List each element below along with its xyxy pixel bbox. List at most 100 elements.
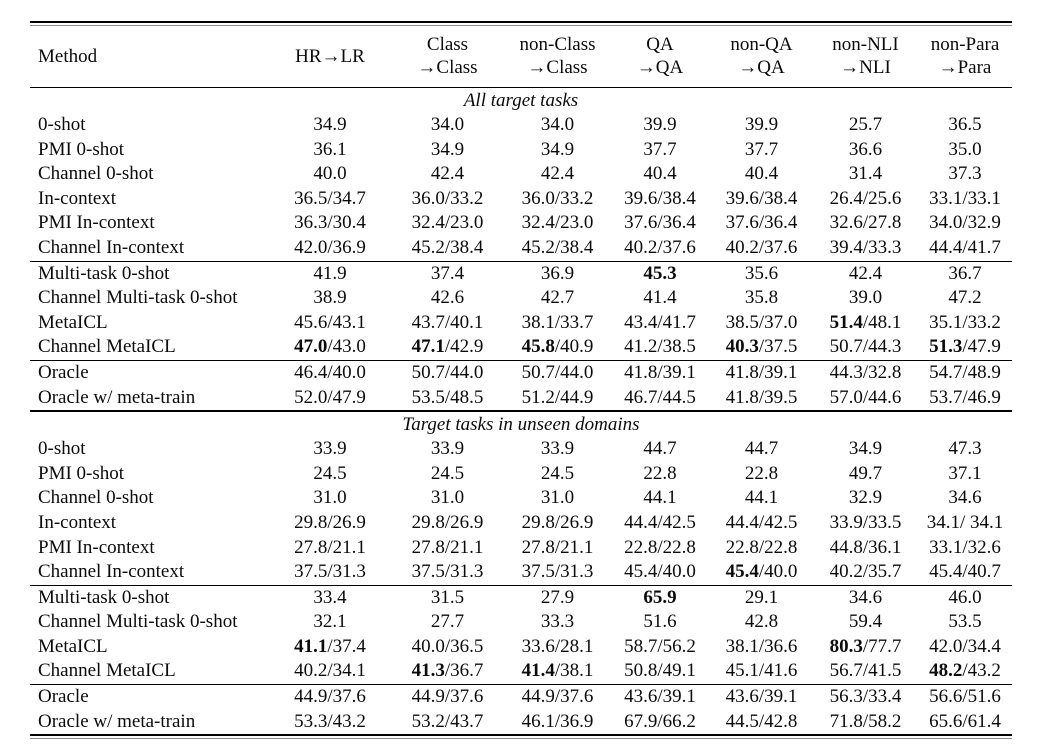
value-cell: 67.9/66.2 <box>610 710 710 735</box>
value-cell: 37.3 <box>918 162 1012 187</box>
section-title: All target tasks <box>30 88 1012 113</box>
method-cell: 0-shot <box>30 437 270 462</box>
value-cell: 33.9 <box>270 437 390 462</box>
value-cell: 34.0/32.9 <box>918 211 1012 236</box>
method-cell: Channel In-context <box>30 236 270 261</box>
value-cell: 42.4 <box>813 262 918 287</box>
value-cell: 45.8/40.9 <box>505 335 610 360</box>
value-cell: 42.0/34.4 <box>918 635 1012 660</box>
method-cell: Channel MetaICL <box>30 659 270 684</box>
value-cell: 50.7/44.0 <box>390 361 505 386</box>
value-cell: 44.9/37.6 <box>390 685 505 710</box>
value-cell: 45.3 <box>610 262 710 287</box>
value-cell: 42.6 <box>390 286 505 311</box>
row-group: Multi-task 0-shot33.431.527.965.929.134.… <box>30 586 1012 684</box>
value-cell: 46.1/36.9 <box>505 710 610 735</box>
method-cell: MetaICL <box>30 311 270 336</box>
value-cell: 41.9 <box>270 262 390 287</box>
value-cell: 44.9/37.6 <box>505 685 610 710</box>
best-value: 41.3 <box>412 660 445 681</box>
paper-page: MethodHR→LRClass →Classnon-Class →ClassQ… <box>0 0 1042 752</box>
value-cell: 38.1/33.7 <box>505 311 610 336</box>
value-cell: 56.3/33.4 <box>813 685 918 710</box>
value-cell: 35.8 <box>710 286 813 311</box>
value-cell: 41.4/38.1 <box>505 659 610 684</box>
value-cell: 44.4/42.5 <box>610 511 710 536</box>
best-value: 65.9 <box>643 587 676 608</box>
value-cell: 38.9 <box>270 286 390 311</box>
section-title: Target tasks in unseen domains <box>30 412 1012 437</box>
table-bottom-rule <box>30 734 1012 739</box>
table-row: In-context29.8/26.929.8/26.929.8/26.944.… <box>30 511 1012 536</box>
best-value: 51.4 <box>830 312 863 333</box>
value-cell: 40.4 <box>710 162 813 187</box>
value-cell: 27.8/21.1 <box>505 536 610 561</box>
method-cell: Oracle w/ meta-train <box>30 710 270 735</box>
row-group: Multi-task 0-shot41.937.436.945.335.642.… <box>30 262 1012 360</box>
table-row: Channel In-context37.5/31.337.5/31.337.5… <box>30 560 1012 585</box>
best-value: 41.1 <box>294 636 327 657</box>
value-cell: 46.4/40.0 <box>270 361 390 386</box>
table-row: PMI 0-shot24.524.524.522.822.849.737.1 <box>30 462 1012 487</box>
value-cell: 32.4/23.0 <box>505 211 610 236</box>
value-cell: 65.6/61.4 <box>918 710 1012 735</box>
value-cell: 56.7/41.5 <box>813 659 918 684</box>
value-cell: 39.9 <box>710 113 813 138</box>
value-cell: 36.5/34.7 <box>270 187 390 212</box>
value-cell: 44.7 <box>710 437 813 462</box>
value-cell: 41.2/38.5 <box>610 335 710 360</box>
method-cell: Channel MetaICL <box>30 335 270 360</box>
value-cell: 27.8/21.1 <box>270 536 390 561</box>
method-cell: Multi-task 0-shot <box>30 586 270 611</box>
table-row: PMI In-context27.8/21.127.8/21.127.8/21.… <box>30 536 1012 561</box>
value-cell: 49.7 <box>813 462 918 487</box>
value-cell: 42.4 <box>390 162 505 187</box>
value-cell: 41.8/39.5 <box>710 386 813 411</box>
value-cell: 33.9 <box>390 437 505 462</box>
value-cell: 32.4/23.0 <box>390 211 505 236</box>
value-cell: 44.4/41.7 <box>918 236 1012 261</box>
value-cell: 32.1 <box>270 610 390 635</box>
value-cell: 39.9 <box>610 113 710 138</box>
value-cell: 41.1/37.4 <box>270 635 390 660</box>
row-group: 0-shot33.933.933.944.744.734.947.3PMI 0-… <box>30 437 1012 585</box>
value-cell: 51.6 <box>610 610 710 635</box>
value-cell: 27.7 <box>390 610 505 635</box>
value-cell: 51.3/47.9 <box>918 335 1012 360</box>
method-cell: Channel Multi-task 0-shot <box>30 286 270 311</box>
table-row: Channel In-context42.0/36.945.2/38.445.2… <box>30 236 1012 261</box>
value-cell: 40.3/37.5 <box>710 335 813 360</box>
value-cell: 39.4/33.3 <box>813 236 918 261</box>
value-cell: 31.4 <box>813 162 918 187</box>
method-cell: Channel In-context <box>30 560 270 585</box>
value-cell: 44.1 <box>710 486 813 511</box>
row-group: Oracle44.9/37.644.9/37.644.9/37.643.6/39… <box>30 685 1012 734</box>
method-cell: MetaICL <box>30 635 270 660</box>
value-cell: 46.0 <box>918 586 1012 611</box>
table-row: Multi-task 0-shot41.937.436.945.335.642.… <box>30 262 1012 287</box>
value-cell: 56.6/51.6 <box>918 685 1012 710</box>
value-cell: 33.9 <box>505 437 610 462</box>
value-cell: 26.4/25.6 <box>813 187 918 212</box>
table-row: Channel Multi-task 0-shot32.127.733.351.… <box>30 610 1012 635</box>
value-cell: 48.2/43.2 <box>918 659 1012 684</box>
value-cell: 44.3/32.8 <box>813 361 918 386</box>
column-header: HR→LR <box>270 45 390 68</box>
row-group: Oracle46.4/40.050.7/44.050.7/44.041.8/39… <box>30 361 1012 410</box>
value-cell: 40.2/34.1 <box>270 659 390 684</box>
value-cell: 58.7/56.2 <box>610 635 710 660</box>
value-cell: 39.6/38.4 <box>710 187 813 212</box>
method-cell: Oracle <box>30 361 270 386</box>
value-cell: 35.0 <box>918 138 1012 163</box>
table-row: Oracle w/ meta-train53.3/43.253.2/43.746… <box>30 710 1012 735</box>
value-cell: 35.6 <box>710 262 813 287</box>
value-cell: 71.8/58.2 <box>813 710 918 735</box>
value-cell: 52.0/47.9 <box>270 386 390 411</box>
method-cell: Channel 0-shot <box>30 162 270 187</box>
value-cell: 40.2/37.6 <box>610 236 710 261</box>
best-value: 45.3 <box>643 263 676 284</box>
value-cell: 31.0 <box>270 486 390 511</box>
value-cell: 39.0 <box>813 286 918 311</box>
column-header-method: Method <box>30 45 270 68</box>
value-cell: 51.2/44.9 <box>505 386 610 411</box>
